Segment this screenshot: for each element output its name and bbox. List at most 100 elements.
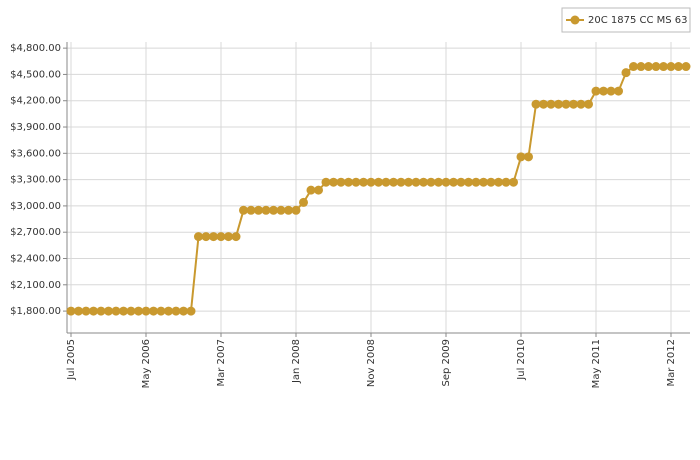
x-tick-label: Jul 2010 — [516, 339, 527, 381]
data-point — [344, 177, 353, 187]
data-point — [584, 99, 593, 109]
y-tick-label: $3,600.00 — [10, 148, 61, 159]
data-point — [261, 205, 271, 215]
series-line — [71, 65, 686, 313]
data-point — [299, 197, 308, 207]
data-point — [561, 99, 571, 109]
data-point — [126, 306, 136, 316]
data-point — [614, 86, 623, 96]
data-point — [336, 177, 346, 187]
x-tick-label: Mar 2012 — [666, 339, 677, 387]
data-point — [374, 177, 383, 187]
data-point — [89, 306, 98, 316]
x-tick-label: Jul 2005 — [66, 339, 77, 381]
data-point — [186, 306, 196, 316]
data-point — [486, 177, 496, 187]
data-point — [621, 68, 631, 78]
data-point — [231, 232, 241, 242]
data-point — [201, 232, 211, 242]
data-point — [426, 177, 436, 187]
data-point — [224, 232, 233, 242]
data-point — [276, 205, 286, 215]
data-point — [471, 177, 481, 187]
data-point — [171, 306, 181, 316]
data-point — [246, 205, 256, 215]
data-point — [636, 62, 646, 72]
data-point — [456, 177, 466, 187]
data-point — [674, 62, 683, 72]
data-point — [321, 177, 331, 187]
x-tick-label: Nov 2008 — [366, 339, 377, 387]
y-tick-label: $3,300.00 — [10, 175, 61, 186]
data-point — [591, 86, 601, 96]
data-point — [119, 306, 128, 316]
data-point — [111, 306, 121, 316]
data-point — [539, 99, 548, 109]
data-point — [209, 232, 218, 242]
y-tick-label: $3,900.00 — [10, 122, 61, 133]
y-tick-label: $1,800.00 — [10, 306, 61, 317]
data-point — [569, 99, 578, 109]
data-point — [141, 306, 151, 316]
data-point — [479, 177, 488, 187]
data-point — [441, 177, 451, 187]
data-point — [554, 99, 563, 109]
data-point — [254, 205, 263, 215]
data-point — [606, 86, 616, 96]
data-point — [239, 205, 248, 215]
data-point — [531, 99, 541, 109]
data-point — [149, 306, 158, 316]
data-point — [381, 177, 391, 187]
data-point — [389, 177, 398, 187]
data-point — [366, 177, 376, 187]
y-tick-label: $2,400.00 — [10, 253, 61, 264]
y-tick-label: $4,500.00 — [10, 69, 61, 80]
data-point — [96, 306, 106, 316]
y-tick-label: $3,000.00 — [10, 201, 61, 212]
y-tick-label: $2,100.00 — [10, 280, 61, 291]
data-point — [164, 306, 173, 316]
y-tick-label: $2,700.00 — [10, 227, 61, 238]
data-point — [449, 177, 458, 187]
data-point — [404, 177, 413, 187]
data-point — [546, 99, 556, 109]
data-point — [396, 177, 406, 187]
data-point — [509, 177, 518, 187]
x-tick-label: May 2011 — [591, 339, 602, 388]
data-point — [284, 205, 293, 215]
data-point — [156, 306, 166, 316]
data-point — [629, 62, 638, 72]
data-point — [644, 62, 653, 72]
data-point — [516, 152, 526, 162]
data-point — [359, 177, 368, 187]
x-tick-label: May 2006 — [141, 339, 152, 388]
data-point — [74, 306, 83, 316]
data-point — [194, 232, 203, 242]
data-point — [681, 62, 691, 72]
data-point — [216, 232, 226, 242]
data-point — [464, 177, 473, 187]
x-tick-label: Jan 2008 — [291, 339, 302, 384]
data-point — [329, 177, 338, 187]
x-tick-label: Mar 2007 — [216, 339, 227, 387]
data-point — [419, 177, 428, 187]
legend-label: 20C 1875 CC MS 63 — [588, 15, 688, 26]
data-point — [81, 306, 91, 316]
legend: 20C 1875 CC MS 63 — [561, 7, 691, 33]
legend-marker — [570, 15, 580, 25]
data-point — [291, 205, 301, 215]
data-point — [66, 306, 76, 316]
data-point — [434, 177, 443, 187]
x-tick-label: Sep 2009 — [441, 339, 452, 386]
data-point — [411, 177, 421, 187]
data-point — [524, 152, 533, 162]
data-point — [576, 99, 586, 109]
data-point — [306, 185, 316, 195]
data-point — [651, 62, 661, 72]
data-point — [269, 205, 278, 215]
data-point — [666, 62, 676, 72]
data-point — [314, 185, 323, 195]
data-point — [494, 177, 503, 187]
data-point — [104, 306, 113, 316]
